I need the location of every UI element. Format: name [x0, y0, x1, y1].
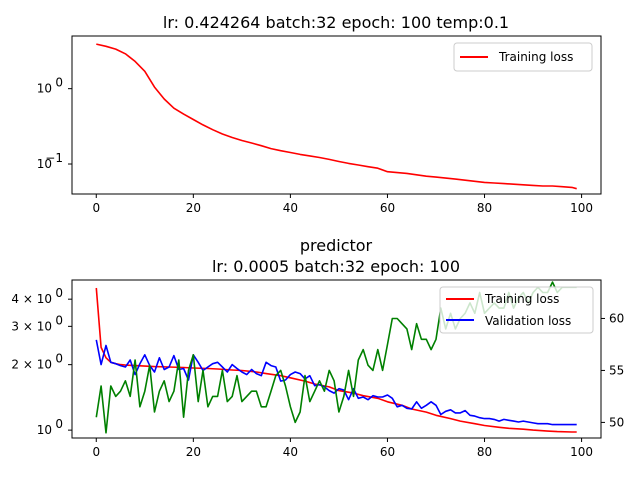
- bottom-x-tick-label: 60: [380, 445, 395, 459]
- bottom-x-tick-label: 20: [186, 445, 201, 459]
- bottom-legend-box: [439, 286, 594, 334]
- top-series-training-loss: [96, 43, 577, 190]
- bottom-x-tick-label: 0: [92, 445, 100, 459]
- bottom-legend-label-training-loss: Training loss: [484, 292, 559, 306]
- top-chart: lr: 0.424264 batch:32 epoch: 100 temp:0.…: [37, 13, 602, 215]
- bottom-y2-tick-label: 55: [609, 363, 624, 377]
- bottom-series-validation-loss: [95, 339, 577, 426]
- bottom-axes-frame: [71, 279, 602, 439]
- bottom-x-tick-label: 80: [477, 445, 492, 459]
- bottom-chart-title-line1: predictor: [300, 236, 373, 255]
- top-x-tick-label: 100: [570, 201, 593, 215]
- top-y-tick-exponent: 0: [55, 76, 63, 90]
- bottom-x-tick-label: 100: [570, 445, 593, 459]
- bottom-y-tick-exponent: 0: [55, 417, 63, 431]
- bottom-y-ticks: 4 × 10 03 × 10 02 × 10 010 0: [11, 286, 72, 437]
- bottom-chart-title-line2: lr: 0.0005 batch:32 epoch: 100: [212, 257, 460, 276]
- bottom-y-tick-label: 4 × 10: [11, 292, 52, 306]
- bottom-y-tick-exponent: 0: [55, 313, 63, 327]
- top-x-tick-label: 0: [92, 201, 100, 215]
- top-x-tick-label: 20: [186, 201, 201, 215]
- top-legend: Training loss: [453, 42, 593, 72]
- bottom-x-ticks: 0 20 40 60 80 100: [92, 438, 593, 459]
- top-x-tick-label: 80: [477, 201, 492, 215]
- bottom-y-tick-exponent: 0: [55, 352, 63, 366]
- top-y-tick-label: 10: [37, 157, 52, 171]
- bottom-y-tick-exponent: 0: [55, 286, 63, 300]
- bottom-y2-tick-label: 60: [609, 311, 624, 325]
- top-x-tick-label: 60: [380, 201, 395, 215]
- top-plot-area: [96, 43, 577, 190]
- top-legend-label-training-loss: Training loss: [498, 50, 573, 64]
- top-x-ticks: 0 20 40 60 80 100: [92, 194, 593, 215]
- top-x-tick-label: 40: [283, 201, 298, 215]
- top-y-ticks: 10 010−1: [37, 76, 72, 171]
- bottom-x-tick-label: 40: [283, 445, 298, 459]
- top-legend-box: [453, 42, 593, 72]
- bottom-legend-label-validation-loss: Validation loss: [485, 314, 571, 328]
- top-chart-title: lr: 0.424264 batch:32 epoch: 100 temp:0.…: [163, 13, 509, 32]
- bottom-y-tick-label: 2 × 10: [11, 358, 52, 372]
- top-axes-frame: [71, 35, 602, 195]
- bottom-legend: Training loss Validation loss: [439, 286, 594, 334]
- top-y-tick-exponent: −1: [45, 151, 63, 165]
- bottom-y2-ticks: 50 55 60: [601, 311, 624, 429]
- bottom-y-tick-label: 10: [37, 423, 52, 437]
- bottom-y2-tick-label: 50: [609, 415, 624, 429]
- top-y-tick-label: 10: [37, 82, 52, 96]
- bottom-y-tick-label: 3 × 10: [11, 319, 52, 333]
- bottom-chart: predictor lr: 0.0005 batch:32 epoch: 100…: [11, 236, 624, 459]
